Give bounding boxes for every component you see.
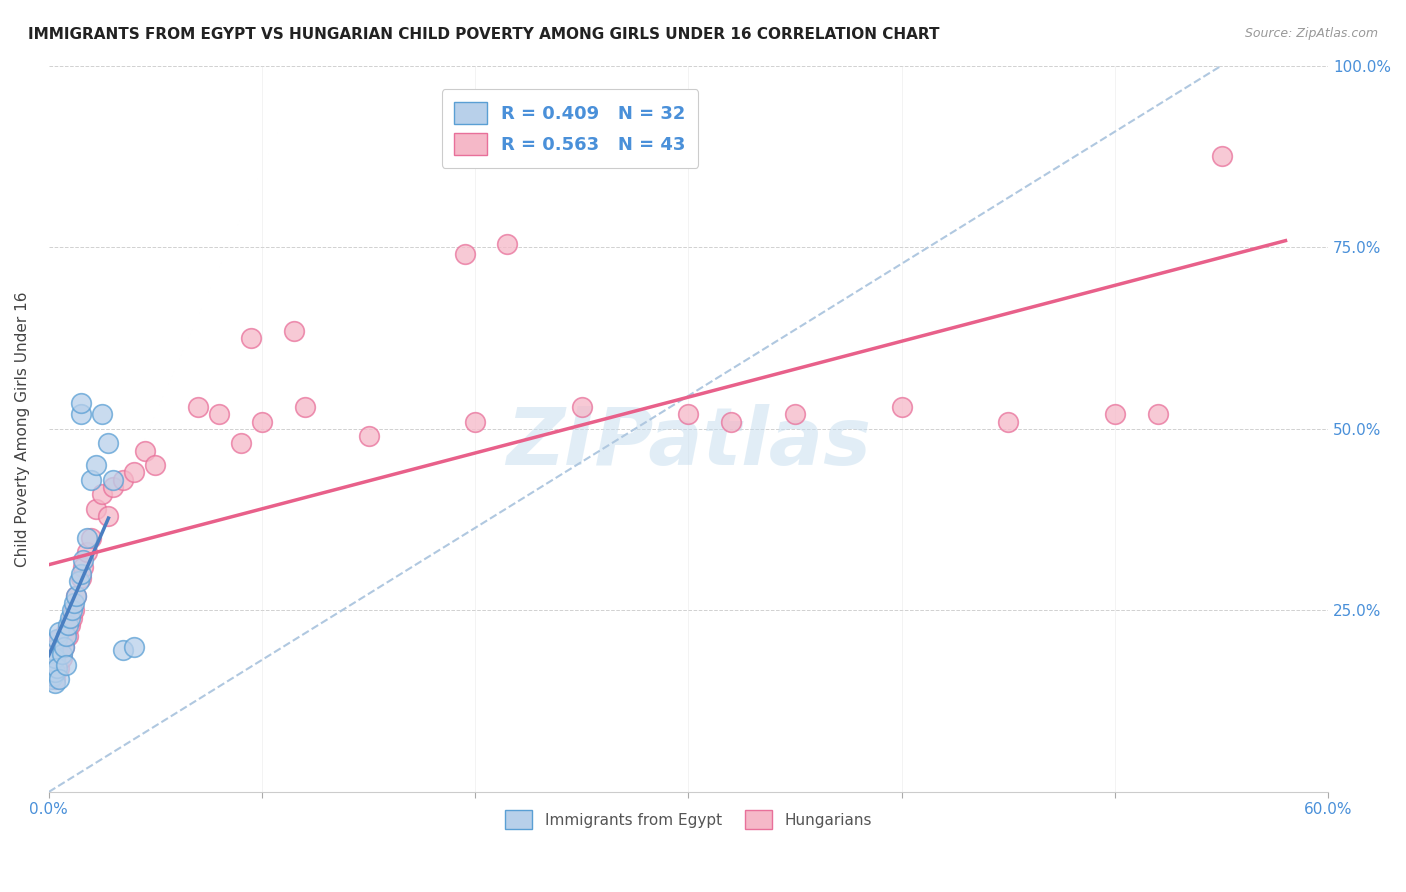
Point — [63, 603, 86, 617]
Point — [101, 480, 124, 494]
Point — [42, 669, 65, 683]
Point — [42, 643, 65, 657]
Point — [122, 640, 145, 654]
Point — [997, 415, 1019, 429]
Point — [76, 531, 98, 545]
Point — [42, 669, 65, 683]
Point — [97, 436, 120, 450]
Point — [44, 676, 66, 690]
Point — [46, 661, 69, 675]
Point — [48, 625, 70, 640]
Point — [720, 415, 742, 429]
Point — [48, 661, 70, 675]
Point — [678, 407, 700, 421]
Point — [39, 665, 62, 679]
Point — [84, 501, 107, 516]
Point — [67, 574, 90, 589]
Point — [294, 400, 316, 414]
Point — [46, 632, 69, 647]
Point — [145, 458, 167, 472]
Point — [101, 473, 124, 487]
Point — [91, 407, 114, 421]
Point — [496, 236, 519, 251]
Point — [112, 643, 135, 657]
Point — [55, 657, 77, 672]
Point — [42, 654, 65, 668]
Point — [453, 247, 475, 261]
Point — [72, 552, 94, 566]
Point — [69, 567, 91, 582]
Point — [46, 643, 69, 657]
Point — [59, 618, 82, 632]
Point — [69, 571, 91, 585]
Point — [187, 400, 209, 414]
Point — [357, 429, 380, 443]
Point — [208, 407, 231, 421]
Point — [464, 415, 486, 429]
Point — [229, 436, 252, 450]
Point — [56, 629, 79, 643]
Point — [44, 673, 66, 687]
Legend: Immigrants from Egypt, Hungarians: Immigrants from Egypt, Hungarians — [499, 805, 879, 835]
Text: Source: ZipAtlas.com: Source: ZipAtlas.com — [1244, 27, 1378, 40]
Point — [48, 673, 70, 687]
Point — [69, 396, 91, 410]
Point — [91, 487, 114, 501]
Point — [250, 415, 273, 429]
Point — [44, 665, 66, 679]
Point — [44, 650, 66, 665]
Point — [51, 650, 73, 665]
Point — [571, 400, 593, 414]
Point — [1146, 407, 1168, 421]
Point — [890, 400, 912, 414]
Point — [60, 610, 83, 624]
Text: IMMIGRANTS FROM EGYPT VS HUNGARIAN CHILD POVERTY AMONG GIRLS UNDER 16 CORRELATIO: IMMIGRANTS FROM EGYPT VS HUNGARIAN CHILD… — [28, 27, 939, 42]
Point — [56, 618, 79, 632]
Point — [72, 559, 94, 574]
Y-axis label: Child Poverty Among Girls Under 16: Child Poverty Among Girls Under 16 — [15, 291, 30, 566]
Point — [65, 589, 87, 603]
Point — [48, 632, 70, 647]
Point — [783, 407, 806, 421]
Point — [84, 458, 107, 472]
Point — [134, 443, 156, 458]
Point — [55, 625, 77, 640]
Point — [76, 545, 98, 559]
Point — [59, 610, 82, 624]
Point — [112, 473, 135, 487]
Point — [283, 324, 305, 338]
Point — [51, 647, 73, 661]
Point — [240, 331, 263, 345]
Point — [97, 508, 120, 523]
Point — [55, 629, 77, 643]
Point — [1104, 407, 1126, 421]
Point — [1211, 149, 1233, 163]
Point — [80, 531, 103, 545]
Point — [42, 650, 65, 665]
Point — [46, 657, 69, 672]
Text: ZIPatlas: ZIPatlas — [506, 404, 870, 483]
Point — [63, 596, 86, 610]
Point — [52, 640, 75, 654]
Point — [65, 589, 87, 603]
Point — [60, 603, 83, 617]
Point — [39, 657, 62, 672]
Point — [39, 673, 62, 687]
Point — [122, 466, 145, 480]
Point — [52, 640, 75, 654]
Point — [69, 407, 91, 421]
Point — [80, 473, 103, 487]
